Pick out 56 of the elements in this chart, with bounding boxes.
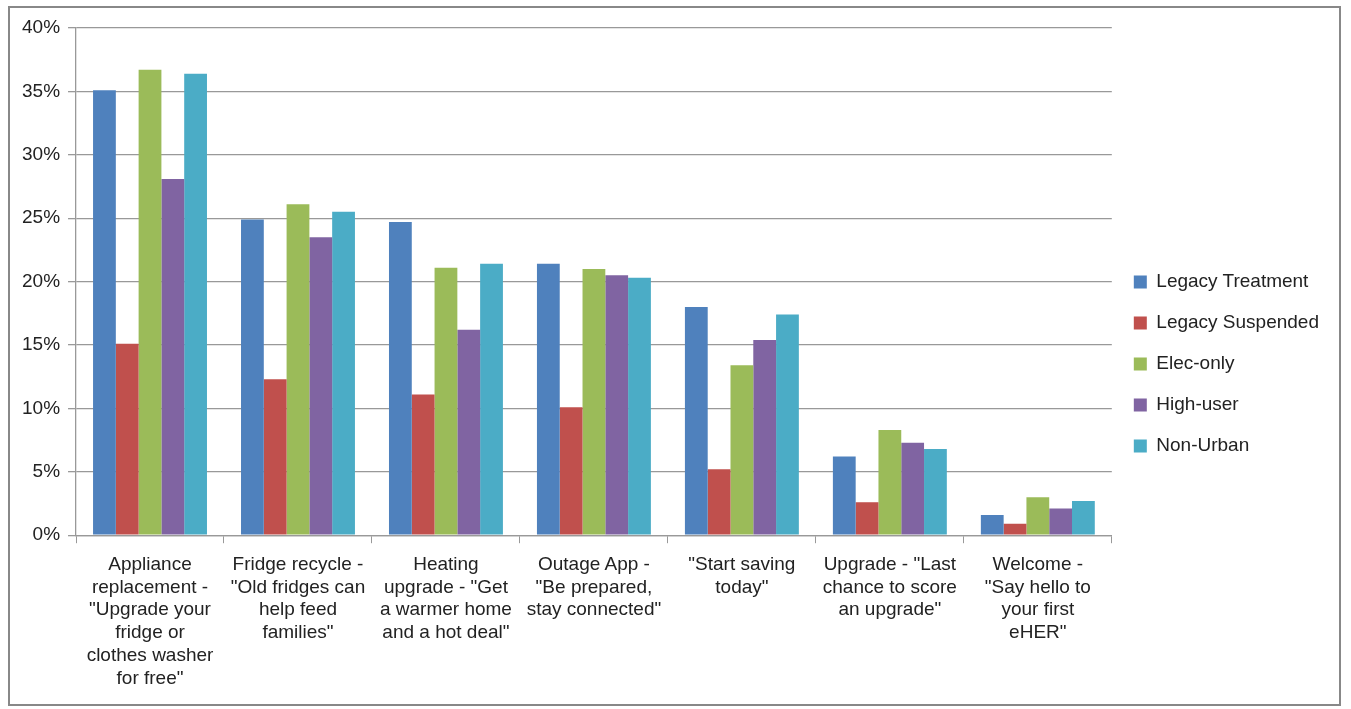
bar — [1003, 523, 1027, 535]
legend-label: High-user — [1156, 393, 1240, 415]
bar — [855, 502, 879, 535]
bar — [332, 211, 355, 535]
x-tick-label: Fridge recycle - "Old fridges can help feed families" — [230, 552, 366, 643]
x-tick-label: Outage App - "Be prepared, stay connected" — [526, 552, 662, 620]
bar — [1049, 508, 1073, 535]
y-tick-label: 0% — [32, 523, 61, 545]
bar — [286, 204, 310, 535]
y-tick-label: 5% — [32, 460, 61, 482]
legend-label: Legacy Treatment — [1156, 270, 1310, 292]
bar — [241, 219, 264, 535]
bar — [559, 407, 583, 535]
y-tick-label: 25% — [22, 206, 61, 228]
bar — [161, 178, 185, 535]
bar — [753, 339, 777, 535]
bar — [924, 448, 947, 535]
x-tick-label: Appliance replacement - "Upgrade your fridge or clothes washer for free" — [86, 552, 215, 688]
bar — [901, 442, 925, 535]
x-tick-label: Upgrade - "Last chance to score an upgrade" — [822, 552, 957, 620]
bar — [480, 263, 503, 535]
bar — [184, 73, 207, 535]
bar — [684, 306, 708, 535]
bar — [582, 268, 606, 535]
bar — [263, 379, 287, 535]
bar — [730, 365, 754, 535]
bar — [388, 222, 412, 535]
bar — [457, 329, 481, 535]
bar — [536, 263, 560, 535]
y-tick-label: 20% — [22, 269, 61, 291]
bar — [1026, 497, 1050, 535]
bar — [434, 267, 458, 535]
x-tick-label: "Start saving today" — [688, 552, 796, 597]
y-tick-label: 35% — [22, 79, 61, 101]
bar — [628, 277, 651, 535]
bar — [980, 514, 1004, 535]
bar — [411, 394, 435, 535]
bar — [138, 69, 162, 535]
bar — [605, 275, 629, 535]
legend-label: Legacy Suspended — [1156, 311, 1319, 333]
bar — [115, 343, 139, 535]
legend-label: Elec-only — [1156, 352, 1235, 374]
y-tick-label: 10% — [22, 396, 61, 418]
bar — [832, 456, 856, 535]
legend-label: Non-Urban — [1156, 434, 1250, 456]
x-tick-label: Heating upgrade - "Get a warmer home and a hot deal" — [379, 552, 512, 643]
y-tick-label: 15% — [22, 333, 61, 355]
bar — [309, 237, 333, 535]
bar — [776, 314, 799, 535]
bar — [1072, 500, 1095, 535]
x-tick-label: Welcome - "Say hello to your first eHER" — [984, 552, 1091, 643]
bar — [878, 429, 902, 535]
y-tick-label: 30% — [22, 143, 61, 165]
bar — [707, 469, 731, 535]
y-tick-label: 40% — [22, 16, 61, 38]
bar — [93, 90, 116, 535]
